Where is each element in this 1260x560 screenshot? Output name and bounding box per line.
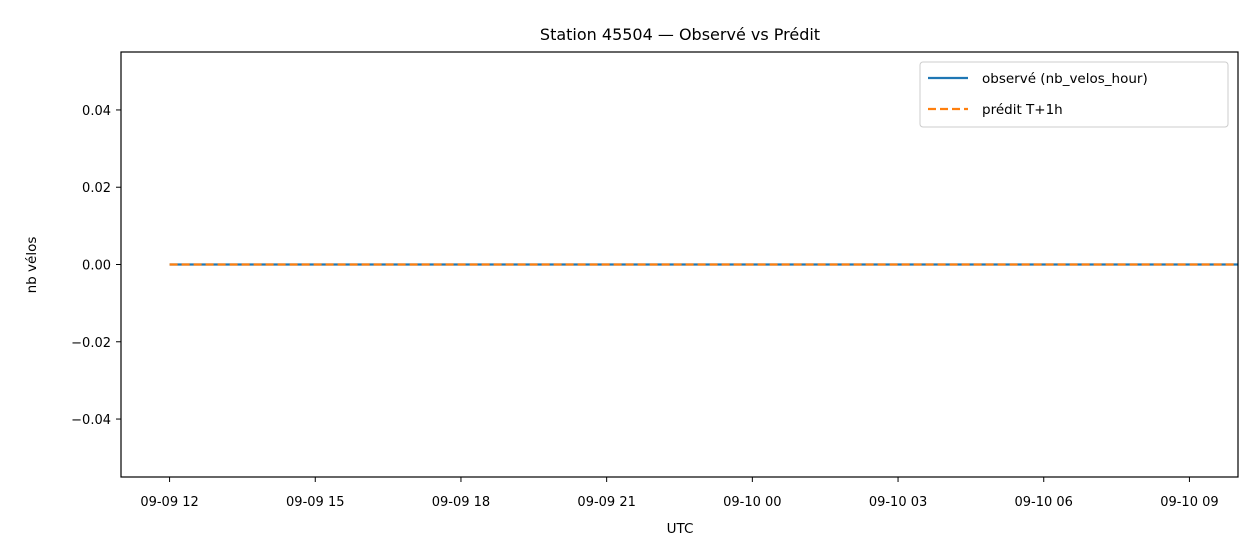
- legend: observé (nb_velos_hour) prédit T+1h: [919, 61, 1229, 128]
- x-axis-ticks: 09-09 12 09-09 15 09-09 18 09-09 21 09-10 00…: [140, 477, 1219, 510]
- chart-title: Station 45504 — Observé vs Prédit: [540, 25, 820, 44]
- x-tick-label: 09-09 15: [286, 495, 344, 510]
- x-axis-label: UTC: [667, 521, 694, 537]
- y-axis-ticks: 0.04 0.02 0.00 −0.02 −0.04: [71, 104, 121, 428]
- x-tick-label: 09-09 18: [432, 495, 490, 510]
- x-tick-label: 09-09 21: [577, 495, 635, 510]
- x-tick-label: 09-10 03: [869, 495, 927, 510]
- x-tick-label: 09-09 12: [140, 495, 198, 510]
- y-axis-label: nb vélos: [24, 237, 40, 294]
- y-tick-label: −0.04: [71, 413, 111, 428]
- y-tick-label: 0.02: [82, 181, 111, 196]
- x-tick-label: 09-10 06: [1015, 495, 1073, 510]
- y-tick-label: 0.00: [82, 259, 111, 274]
- legend-label-1: prédit T+1h: [982, 102, 1063, 118]
- legend-box: [919, 61, 1229, 128]
- x-tick-label: 09-10 00: [723, 495, 781, 510]
- y-tick-label: 0.04: [82, 104, 111, 119]
- y-tick-label: −0.02: [71, 336, 111, 351]
- legend-label-0: observé (nb_velos_hour): [982, 71, 1148, 87]
- legend-items: observé (nb_velos_hour) prédit T+1h: [928, 71, 1148, 118]
- x-tick-label: 09-10 09: [1160, 495, 1218, 510]
